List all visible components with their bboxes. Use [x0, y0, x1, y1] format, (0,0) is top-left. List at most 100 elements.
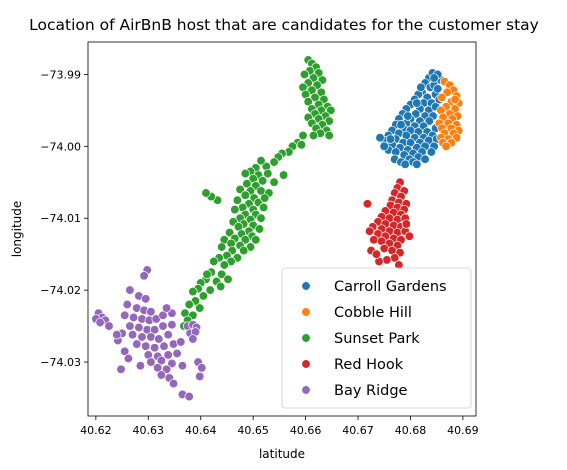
point-bay-ridge: [123, 353, 134, 364]
legend-marker-bay-ridge: [301, 385, 311, 395]
point-carroll-gardens: [426, 147, 437, 157]
point-sunset-park: [201, 188, 211, 198]
point-sunset-park: [223, 274, 233, 284]
point-bay-ridge: [163, 330, 173, 340]
point-sunset-park: [298, 130, 308, 141]
point-bay-ridge: [154, 334, 164, 344]
point-sunset-park: [299, 69, 310, 80]
point-sunset-park: [269, 157, 279, 167]
series-cobble-hill: [434, 76, 464, 151]
point-bay-ridge: [135, 361, 146, 371]
point-sunset-park: [230, 204, 240, 215]
point-cobble-hill: [441, 141, 451, 151]
legend-label-cobble-hill: Cobble Hill: [334, 305, 412, 321]
point-sunset-park: [202, 269, 212, 279]
points-layer: [91, 55, 464, 402]
point-bay-ridge: [168, 378, 179, 389]
point-bay-ridge: [146, 357, 156, 367]
point-sunset-park: [195, 303, 205, 313]
point-carroll-gardens: [412, 98, 422, 108]
point-bay-ridge: [128, 312, 139, 323]
point-bay-ridge: [163, 350, 173, 360]
point-bay-ridge: [167, 320, 177, 330]
point-sunset-park: [198, 291, 209, 301]
point-red-hook: [404, 231, 415, 241]
point-bay-ridge: [112, 330, 122, 340]
legend-marker-carroll-gardens: [301, 281, 311, 291]
point-sunset-park: [188, 286, 198, 297]
point-bay-ridge: [149, 343, 160, 353]
point-sunset-park: [224, 227, 235, 238]
point-bay-ridge: [159, 341, 169, 351]
point-red-hook: [382, 255, 392, 265]
point-sunset-park: [269, 177, 279, 187]
point-carroll-gardens: [416, 82, 426, 92]
legend-label-carroll-gardens: Carroll Gardens: [334, 279, 447, 295]
point-sunset-park: [324, 130, 334, 141]
y-axis: −73.99 −74.00 −74.01 −74.02 −74.03: [40, 68, 88, 369]
point-bay-ridge: [156, 355, 167, 366]
point-bay-ridge: [139, 271, 149, 281]
series-bay-ridge: [91, 265, 207, 402]
point-sunset-park: [216, 281, 226, 292]
point-bay-ridge: [146, 332, 156, 342]
x-tick-label: 40.69: [447, 424, 479, 437]
point-bay-ridge: [122, 299, 132, 310]
legend-box: [281, 267, 472, 409]
point-sunset-park: [256, 156, 266, 166]
point-bay-ridge: [197, 363, 207, 373]
point-sunset-park: [240, 168, 250, 179]
x-tick-label: 40.67: [342, 424, 374, 437]
point-sunset-park: [205, 285, 215, 295]
point-carroll-gardens: [379, 141, 389, 151]
y-axis-label: longitude: [10, 201, 24, 258]
point-carroll-gardens: [396, 120, 406, 130]
point-sunset-park: [251, 235, 261, 245]
point-bay-ridge: [176, 337, 186, 347]
point-sunset-park: [184, 299, 194, 310]
x-axis: 40.62 40.63 40.64 40.65 40.66 40.67 40.68 40.69: [80, 416, 479, 437]
series-sunset-park: [179, 55, 336, 331]
point-bay-ridge: [137, 332, 147, 342]
x-axis-label: latitude: [259, 447, 305, 461]
legend-marker-red-hook: [301, 359, 311, 369]
point-red-hook: [379, 243, 389, 254]
point-carroll-gardens: [412, 159, 422, 169]
y-tick-label: −73.99: [40, 68, 81, 81]
point-sunset-park: [240, 235, 250, 245]
point-cobble-hill: [450, 94, 460, 105]
point-bay-ridge: [153, 363, 163, 373]
point-bay-ridge: [158, 321, 168, 331]
point-sunset-park: [260, 193, 270, 203]
y-tick-label: −74.01: [40, 212, 81, 225]
point-sunset-park: [254, 224, 265, 234]
legend-label-bay-ridge: Bay Ridge: [334, 383, 408, 399]
point-sunset-park: [217, 269, 227, 279]
point-sunset-park: [303, 97, 313, 107]
point-carroll-gardens: [400, 159, 410, 169]
point-bay-ridge: [95, 317, 105, 328]
x-tick-label: 40.66: [290, 424, 322, 437]
legend-label-red-hook: Red Hook: [334, 357, 404, 373]
point-sunset-park: [257, 176, 268, 186]
point-bay-ridge: [134, 322, 144, 333]
point-sunset-park: [296, 140, 307, 150]
legend-marker-sunset-park: [301, 333, 311, 343]
x-tick-label: 40.64: [185, 424, 217, 437]
point-bay-ridge: [141, 341, 151, 351]
point-bay-ridge: [188, 334, 198, 344]
point-bay-ridge: [161, 303, 172, 313]
point-bay-ridge: [146, 307, 156, 317]
point-sunset-park: [278, 170, 289, 180]
series-carroll-gardens: [375, 68, 446, 169]
point-sunset-park: [308, 130, 319, 141]
y-tick-label: −74.02: [40, 284, 81, 297]
point-bay-ridge: [125, 321, 135, 331]
plot-frame: [87, 41, 477, 417]
y-tick-label: −74.00: [40, 140, 81, 153]
point-bay-ridge: [195, 371, 205, 382]
legend: Carroll Gardens Cobble Hill Sunset Park Red…: [281, 267, 472, 409]
point-carroll-gardens: [420, 154, 430, 164]
x-tick-label: 40.65: [237, 424, 269, 437]
